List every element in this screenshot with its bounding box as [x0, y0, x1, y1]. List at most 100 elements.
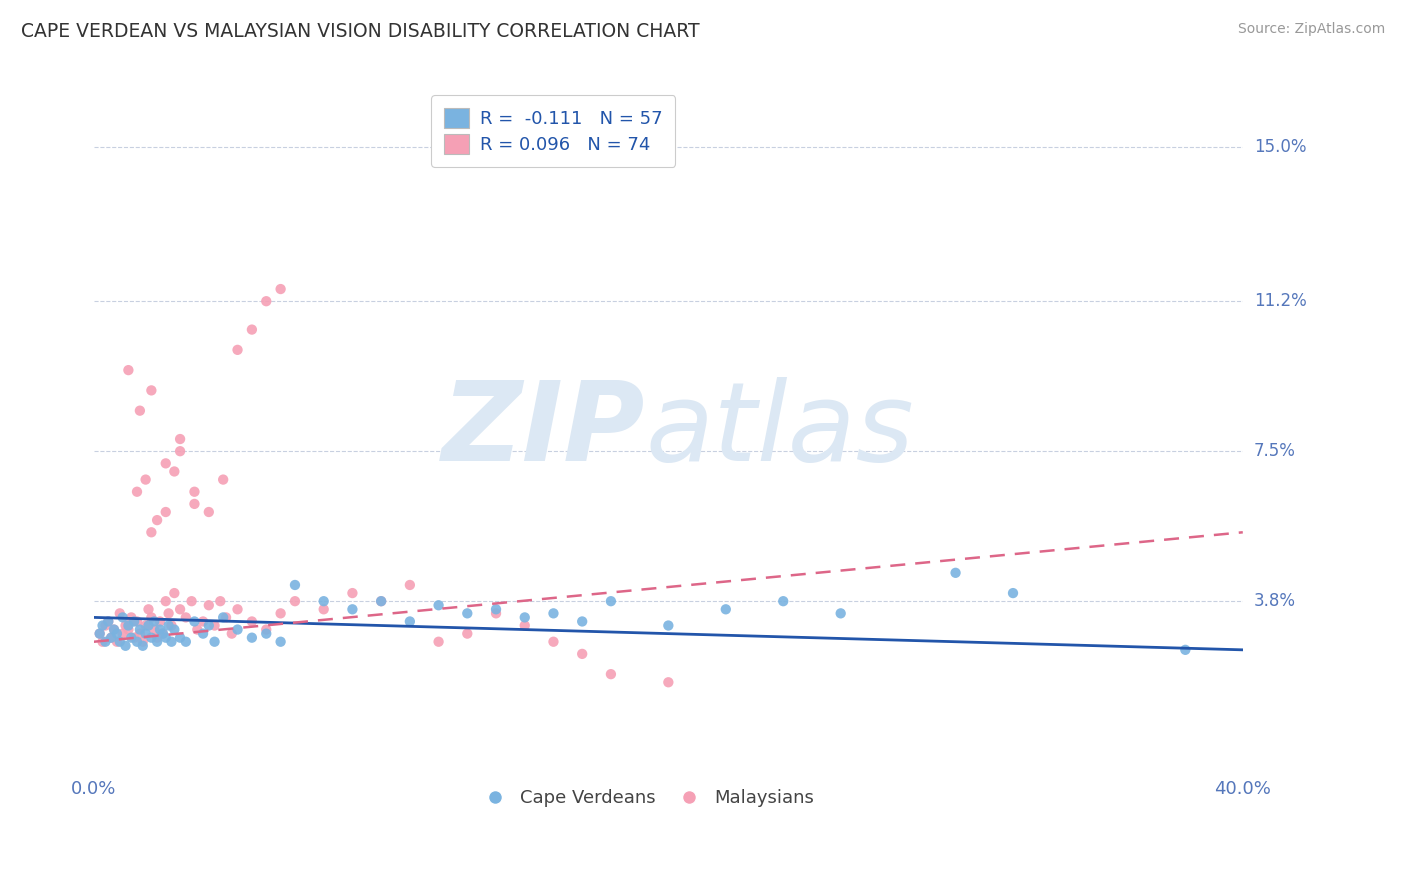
Point: [128, 623, 150, 637]
Point: [600, 594, 623, 608]
Point: [204, 618, 226, 632]
Point: [157, 618, 180, 632]
Point: [138, 602, 160, 616]
Point: [198, 618, 221, 632]
Point: [100, 631, 122, 645]
Point: [97, 615, 120, 629]
Point: [155, 456, 177, 470]
Text: 15.0%: 15.0%: [1254, 138, 1306, 156]
Point: [108, 607, 131, 621]
Point: [513, 610, 536, 624]
Point: [427, 599, 450, 613]
Point: [146, 513, 169, 527]
Point: [125, 634, 148, 648]
Point: [135, 618, 157, 632]
Text: CAPE VERDEAN VS MALAYSIAN VISION DISABILITY CORRELATION CHART: CAPE VERDEAN VS MALAYSIAN VISION DISABIL…: [21, 22, 700, 41]
Point: [94, 634, 117, 648]
Point: [163, 623, 186, 637]
Point: [97, 615, 120, 629]
Point: [141, 631, 163, 645]
Point: [174, 610, 197, 624]
Point: [89, 626, 111, 640]
Point: [117, 623, 139, 637]
Point: [240, 631, 263, 645]
Point: [312, 602, 335, 616]
Point: [132, 634, 155, 648]
Text: 7.5%: 7.5%: [1254, 442, 1296, 460]
Point: [270, 634, 292, 648]
Point: [163, 586, 186, 600]
Point: [342, 586, 364, 600]
Point: [183, 615, 205, 629]
Point: [125, 484, 148, 499]
Point: [163, 465, 186, 479]
Point: [254, 294, 277, 309]
Point: [169, 631, 191, 645]
Point: [143, 615, 166, 629]
Point: [128, 403, 150, 417]
Point: [215, 610, 238, 624]
Point: [226, 602, 249, 616]
Point: [513, 618, 536, 632]
Point: [169, 444, 191, 458]
Point: [180, 594, 202, 608]
Point: [204, 634, 226, 648]
Point: [427, 634, 450, 648]
Point: [830, 607, 852, 621]
Point: [254, 626, 277, 640]
Point: [141, 610, 163, 624]
Point: [240, 615, 263, 629]
Point: [146, 634, 169, 648]
Point: [105, 626, 128, 640]
Point: [945, 566, 967, 580]
Point: [543, 634, 565, 648]
Point: [456, 626, 478, 640]
Point: [152, 626, 174, 640]
Point: [100, 631, 122, 645]
Point: [111, 610, 134, 624]
Point: [312, 594, 335, 608]
Point: [191, 626, 214, 640]
Point: [370, 594, 392, 608]
Point: [657, 675, 679, 690]
Point: [155, 505, 177, 519]
Point: [456, 607, 478, 621]
Text: Source: ZipAtlas.com: Source: ZipAtlas.com: [1237, 22, 1385, 37]
Point: [108, 634, 131, 648]
Point: [128, 626, 150, 640]
Point: [135, 626, 157, 640]
Point: [103, 623, 125, 637]
Point: [174, 634, 197, 648]
Point: [186, 623, 208, 637]
Point: [160, 634, 183, 648]
Point: [169, 432, 191, 446]
Point: [772, 594, 794, 608]
Point: [399, 615, 422, 629]
Text: 3.8%: 3.8%: [1254, 592, 1296, 610]
Point: [157, 607, 180, 621]
Point: [122, 615, 145, 629]
Point: [117, 363, 139, 377]
Point: [155, 631, 177, 645]
Point: [117, 618, 139, 632]
Point: [149, 615, 172, 629]
Point: [183, 484, 205, 499]
Point: [221, 626, 243, 640]
Point: [284, 578, 307, 592]
Point: [91, 618, 114, 632]
Point: [600, 667, 623, 681]
Point: [212, 473, 235, 487]
Point: [111, 626, 134, 640]
Point: [135, 473, 157, 487]
Point: [226, 623, 249, 637]
Point: [155, 594, 177, 608]
Point: [141, 384, 163, 398]
Point: [120, 631, 142, 645]
Point: [270, 282, 292, 296]
Point: [114, 639, 136, 653]
Point: [571, 647, 593, 661]
Point: [399, 578, 422, 592]
Legend: Cape Verdeans, Malaysians: Cape Verdeans, Malaysians: [470, 782, 821, 814]
Point: [226, 343, 249, 357]
Point: [209, 594, 232, 608]
